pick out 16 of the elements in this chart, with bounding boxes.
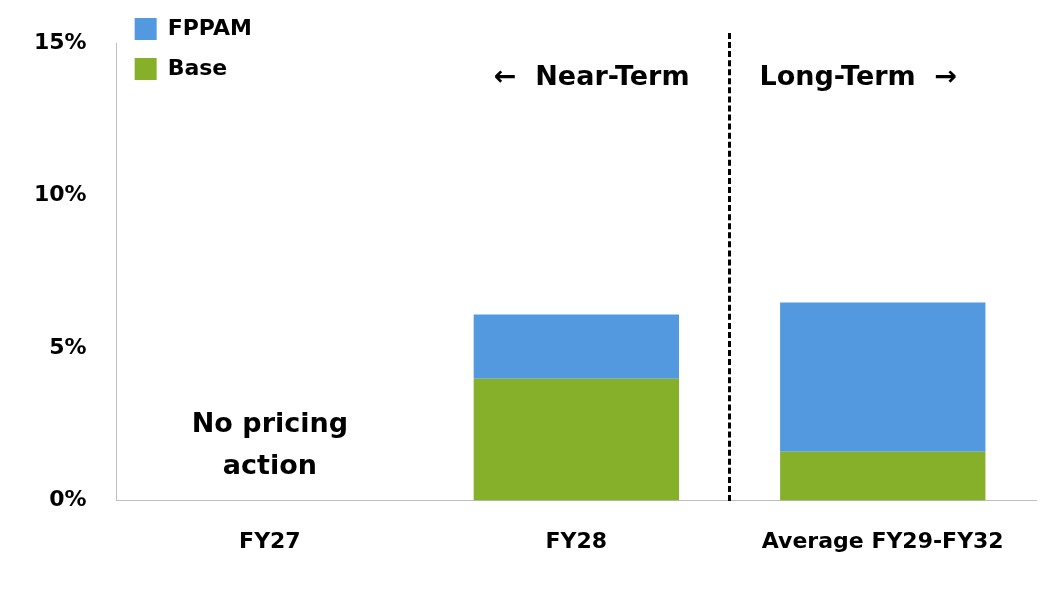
legend-label: FPPAM: [167, 14, 252, 40]
legend-label: Base: [167, 54, 228, 80]
y-tick-label: 5%: [49, 333, 87, 359]
x-tick-label: FY27: [239, 527, 301, 553]
x-tick-label: FY28: [545, 527, 608, 553]
bar: [780, 302, 986, 452]
x-tick-label: Average FY29-FY32: [761, 527, 1004, 553]
bar: [780, 451, 986, 501]
y-tick-label: 15%: [33, 28, 87, 54]
annotation: No pricing action: [191, 406, 349, 480]
y-tick-label: 10%: [33, 181, 87, 207]
annotation: Long-Term →: [759, 60, 958, 92]
bar: [473, 314, 679, 379]
bar: [473, 378, 679, 501]
annotation: ← Near-Term: [493, 60, 690, 92]
y-tick-label: 0%: [49, 486, 87, 512]
